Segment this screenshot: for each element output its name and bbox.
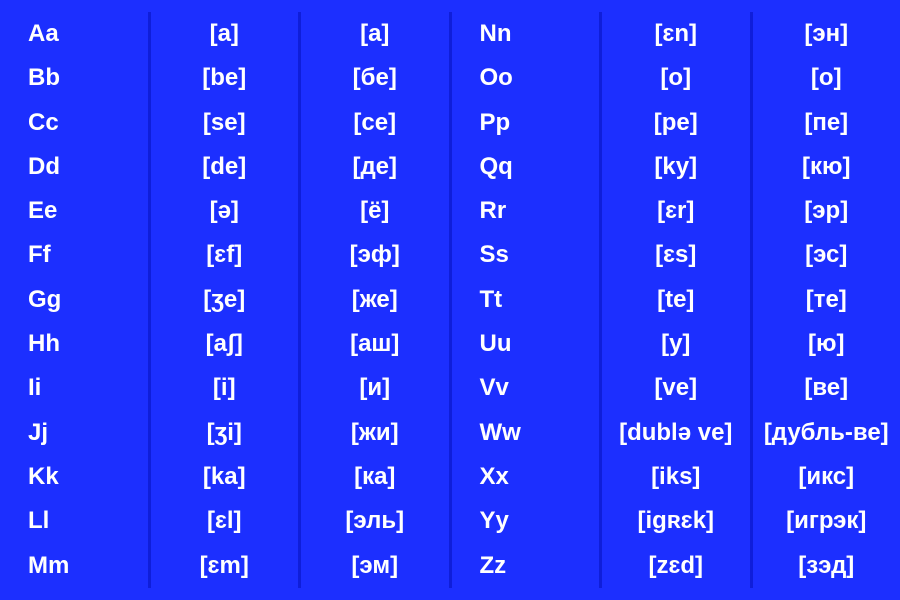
table-cell: [эм] (309, 553, 441, 579)
table-cell: [aʃ] (159, 331, 291, 357)
table-cell: Aa (8, 21, 140, 47)
table-cell: Uu (460, 331, 592, 357)
table-cell: [zɛd] (610, 553, 742, 579)
table-cell: [ʒi] (159, 420, 291, 446)
table-cell: [y] (610, 331, 742, 357)
table-cell: [i] (159, 375, 291, 401)
table-cell: [ɛl] (159, 508, 291, 534)
table-cell: [а] (309, 21, 441, 47)
table-cell: Xx (460, 464, 592, 490)
table-cell: [be] (159, 65, 291, 91)
table-cell: [се] (309, 110, 441, 136)
table-cell: Ll (8, 508, 140, 534)
table-cell: Hh (8, 331, 140, 357)
table-cell: [a] (159, 21, 291, 47)
table-cell: [iks] (610, 464, 742, 490)
table-cell: [эн] (761, 21, 893, 47)
table-cell: Qq (460, 154, 592, 180)
column-letters-am: Aa Bb Cc Dd Ee Ff Gg Hh Ii Jj Kk Ll Mm (0, 12, 151, 588)
table-cell: [ё] (309, 198, 441, 224)
table-cell: Nn (460, 21, 592, 47)
table-cell: Rr (460, 198, 592, 224)
table-cell: [te] (610, 287, 742, 313)
table-cell: [те] (761, 287, 893, 313)
table-cell: Ss (460, 242, 592, 268)
table-cell: [ɛs] (610, 242, 742, 268)
table-cell: [эф] (309, 242, 441, 268)
table-cell: Yy (460, 508, 592, 534)
table-cell: [эс] (761, 242, 893, 268)
table-cell: [ɛr] (610, 198, 742, 224)
table-cell: [ə] (159, 198, 291, 224)
table-cell: [де] (309, 154, 441, 180)
table-cell: Mm (8, 553, 140, 579)
table-cell: Ii (8, 375, 140, 401)
table-cell: [игрэк] (761, 508, 893, 534)
table-cell: [ю] (761, 331, 893, 357)
table-cell: Tt (460, 287, 592, 313)
table-cell: Zz (460, 553, 592, 579)
table-cell: [бе] (309, 65, 441, 91)
table-cell: [ве] (761, 375, 893, 401)
table-cell: Vv (460, 375, 592, 401)
table-cell: Ww (460, 420, 592, 446)
alphabet-table: Aa Bb Cc Dd Ee Ff Gg Hh Ii Jj Kk Ll Mm [… (0, 0, 900, 600)
table-cell: [ky] (610, 154, 742, 180)
table-cell: [дубль-ве] (761, 420, 893, 446)
table-cell: Ee (8, 198, 140, 224)
column-ipa-am: [a] [be] [se] [de] [ə] [ɛf] [ʒe] [aʃ] [i… (151, 12, 302, 588)
table-cell: [pe] (610, 110, 742, 136)
table-cell: [кю] (761, 154, 893, 180)
table-cell: [dublə ve] (610, 420, 742, 446)
table-cell: [пе] (761, 110, 893, 136)
table-cell: [о] (761, 65, 893, 91)
table-cell: [igʀɛk] (610, 508, 742, 534)
column-ipa-nz: [ɛn] [o] [pe] [ky] [ɛr] [ɛs] [te] [y] [v… (602, 12, 753, 588)
table-cell: [жи] (309, 420, 441, 446)
table-cell: [ɛm] (159, 553, 291, 579)
table-cell: [зэд] (761, 553, 893, 579)
table-cell: [ка] (309, 464, 441, 490)
table-cell: Pp (460, 110, 592, 136)
table-cell: [ve] (610, 375, 742, 401)
table-cell: [ɛf] (159, 242, 291, 268)
table-cell: Ff (8, 242, 140, 268)
table-cell: [эр] (761, 198, 893, 224)
table-cell: Kk (8, 464, 140, 490)
table-cell: Cc (8, 110, 140, 136)
table-cell: [и] (309, 375, 441, 401)
table-cell: [se] (159, 110, 291, 136)
column-cyrillic-nz: [эн] [о] [пе] [кю] [эр] [эс] [те] [ю] [в… (753, 12, 900, 588)
table-cell: [икс] (761, 464, 893, 490)
table-cell: [ɛn] (610, 21, 742, 47)
table-cell: [ka] (159, 464, 291, 490)
column-cyrillic-am: [а] [бе] [се] [де] [ё] [эф] [же] [аш] [и… (301, 12, 452, 588)
table-cell: [de] (159, 154, 291, 180)
column-letters-nz: Nn Oo Pp Qq Rr Ss Tt Uu Vv Ww Xx Yy Zz (452, 12, 603, 588)
table-cell: [же] (309, 287, 441, 313)
table-cell: Jj (8, 420, 140, 446)
table-cell: [аш] (309, 331, 441, 357)
table-cell: Bb (8, 65, 140, 91)
table-cell: [ʒe] (159, 287, 291, 313)
table-cell: [o] (610, 65, 742, 91)
table-cell: Gg (8, 287, 140, 313)
table-cell: [эль] (309, 508, 441, 534)
table-cell: Dd (8, 154, 140, 180)
table-cell: Oo (460, 65, 592, 91)
